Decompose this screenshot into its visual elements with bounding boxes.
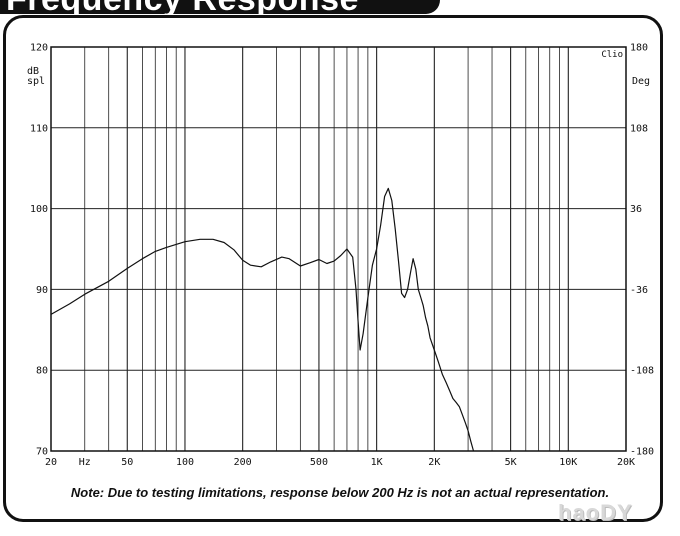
y-tick-label: 120: [30, 43, 48, 54]
y-right-tick-label: 36: [630, 204, 642, 215]
y-right-tick-label: -180: [630, 447, 654, 458]
y-tick-label: 90: [36, 285, 48, 296]
y-tick-label: 80: [36, 366, 48, 377]
x-tick-label: 1K: [371, 457, 383, 468]
x-tick-label: 20K: [617, 457, 635, 468]
y-right-tick-label: -108: [630, 366, 654, 377]
response-curve: [50, 187, 475, 452]
watermark-logo: haoDY: [558, 500, 633, 525]
y-tick-label: 110: [30, 123, 48, 134]
y-tick-label: 100: [30, 204, 48, 215]
y-right-tick-label: 108: [630, 123, 648, 134]
footnote: Note: Due to testing limitations, respon…: [70, 485, 610, 500]
x-tick-label: 2K: [428, 457, 440, 468]
x-tick-label: 10K: [559, 457, 577, 468]
x-tick-label: 20: [45, 457, 57, 468]
y-right-axis-label: Deg: [632, 76, 650, 87]
y-right-tick-label: -36: [630, 285, 648, 296]
x-tick-label: 5K: [505, 457, 517, 468]
x-tick-label: 50: [121, 457, 133, 468]
header-tab: Frequency Response: [0, 0, 440, 14]
x-tick-label: 100: [176, 457, 194, 468]
y-axis-label: spl: [27, 76, 45, 87]
x-tick-label: Hz: [79, 457, 91, 468]
y-axis-label: dB: [27, 66, 39, 77]
y-tick-label: 70: [36, 447, 48, 458]
plot-frame: [50, 46, 627, 452]
x-tick-label: 500: [310, 457, 328, 468]
x-tick-label: 200: [234, 457, 252, 468]
frequency-response-chart: 70 80 90 100 110 120 -180 -108 -36 36 108 180 20 Hz 50…: [27, 43, 654, 469]
header-title: Frequency Response: [6, 0, 359, 14]
y-right-tick-label: 180: [630, 43, 648, 54]
brand-label: Clio: [601, 50, 623, 60]
chart-panel: [3, 15, 663, 522]
